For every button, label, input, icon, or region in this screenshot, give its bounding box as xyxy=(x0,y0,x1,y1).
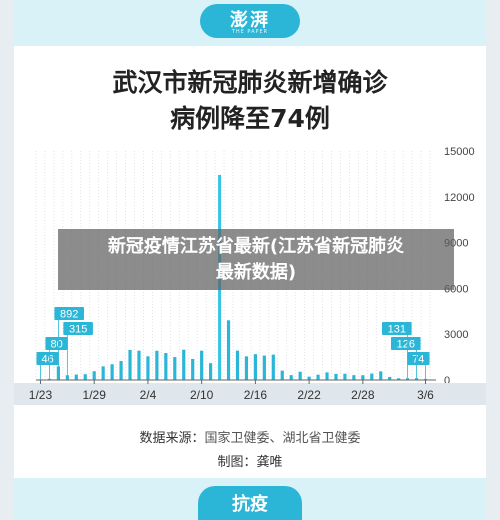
bar xyxy=(235,350,240,380)
bar xyxy=(352,375,356,380)
bar xyxy=(307,376,311,380)
bar xyxy=(164,353,168,380)
bar xyxy=(110,364,114,380)
brand-subtitle: THE PAPER xyxy=(231,29,269,35)
infographic-card: 澎湃 THE PAPER 武汉市新冠肺炎新增确诊 病例降至74例 0 3000 60… xyxy=(14,0,486,520)
source-value: 国家卫健委、湖北省卫健委 xyxy=(204,431,361,446)
brand-name: 澎湃 xyxy=(230,10,270,31)
maker-value: 龚唯 xyxy=(256,455,283,470)
bar xyxy=(361,375,365,380)
bar xyxy=(370,373,374,380)
bar xyxy=(56,366,60,380)
y-tick-label: 3000 xyxy=(444,329,468,341)
bar xyxy=(209,363,213,380)
bar xyxy=(280,370,284,380)
data-label: 131 xyxy=(388,324,406,336)
bar xyxy=(173,357,177,380)
bar xyxy=(388,376,392,380)
brand-logo: 澎湃 THE PAPER xyxy=(200,4,300,38)
data-source: 数据来源：国家卫健委、湖北省卫健委 xyxy=(14,427,486,446)
bar xyxy=(406,378,410,380)
x-axis-band xyxy=(14,383,486,405)
data-label-box xyxy=(63,322,93,335)
bar xyxy=(325,372,329,380)
bar xyxy=(316,374,320,380)
y-tick-label: 15000 xyxy=(444,146,475,158)
data-label: 74 xyxy=(412,354,424,366)
source-label: 数据来源： xyxy=(139,431,205,446)
data-label: 315 xyxy=(69,324,87,336)
bar xyxy=(155,350,159,380)
overlay-line2: 最新数据) xyxy=(215,261,297,283)
bar xyxy=(298,371,302,380)
bar xyxy=(128,349,132,380)
x-tick-label: 2/10 xyxy=(190,388,214,402)
bar xyxy=(65,375,69,380)
data-label-box xyxy=(36,352,59,365)
bar xyxy=(244,356,249,380)
footer-band: 抗疫 xyxy=(14,478,486,520)
bar xyxy=(226,320,231,380)
data-label-box xyxy=(45,337,68,350)
bar xyxy=(262,355,266,380)
x-tick-label: 2/4 xyxy=(140,388,157,402)
bar xyxy=(191,358,195,380)
bar xyxy=(74,374,78,380)
chart-maker: 制图：龚唯 xyxy=(14,451,486,470)
x-tick-label: 2/22 xyxy=(297,388,321,402)
caption-overlay: 新冠疫情江苏省最新(江苏省新冠肺炎 最新数据) xyxy=(58,229,454,290)
maker-label: 制图： xyxy=(217,455,257,470)
x-tick-label: 1/29 xyxy=(83,388,107,402)
data-label-box xyxy=(54,307,84,320)
y-tick-label: 0 xyxy=(444,375,450,387)
bar xyxy=(92,371,96,380)
bar xyxy=(146,356,150,380)
bar xyxy=(182,349,186,380)
x-tick-label: 2/28 xyxy=(351,388,375,402)
x-tick-label: 3/6 xyxy=(417,388,434,402)
data-label-box xyxy=(407,352,430,365)
bar xyxy=(414,378,419,380)
bar xyxy=(379,371,383,380)
x-tick-label: 2/16 xyxy=(244,388,268,402)
chart-title-line1: 武汉市新冠肺炎新增确诊 xyxy=(112,68,388,97)
header-band: 澎湃 THE PAPER xyxy=(14,0,486,46)
bar xyxy=(271,354,275,380)
bar xyxy=(343,373,347,380)
footer-tag: 抗疫 xyxy=(198,486,302,520)
bar xyxy=(119,361,123,380)
chart-title-line2: 病例降至74例 xyxy=(170,104,330,133)
data-label: 892 xyxy=(60,309,78,321)
bar xyxy=(289,375,293,380)
data-label-box xyxy=(390,337,421,350)
bar xyxy=(334,373,338,380)
bar xyxy=(47,378,52,380)
x-tick-label: 1/23 xyxy=(29,388,53,402)
data-label: 126 xyxy=(397,339,415,351)
bar xyxy=(253,354,257,380)
bar xyxy=(200,350,204,380)
bar xyxy=(83,374,87,380)
data-label: 46 xyxy=(42,354,54,366)
bar xyxy=(423,378,428,380)
bar xyxy=(137,350,141,380)
bar xyxy=(397,378,401,380)
overlay-line1: 新冠疫情江苏省最新(江苏省新冠肺炎 xyxy=(107,235,405,257)
data-label: 80 xyxy=(51,339,63,351)
data-label-box xyxy=(382,322,412,335)
bar xyxy=(101,366,105,380)
y-tick-label: 12000 xyxy=(444,192,475,204)
